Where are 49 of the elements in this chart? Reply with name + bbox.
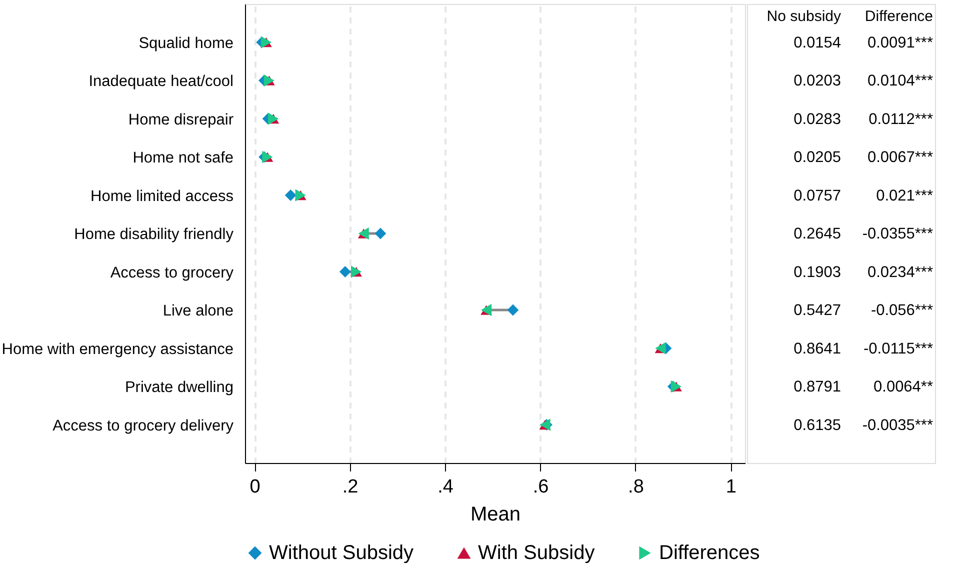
legend-label: Without Subsidy — [269, 542, 414, 564]
text: -0.0035*** — [862, 416, 933, 434]
point — [507, 304, 519, 316]
x-axis-title: Mean — [470, 504, 521, 526]
y-tick-label: Home disability friendly — [74, 226, 234, 243]
text: 0.0104*** — [867, 72, 933, 90]
y-tick-label: Live alone — [162, 302, 234, 320]
text: 0.0154 — [794, 34, 842, 52]
x-tick-label: .6 — [532, 476, 549, 498]
text: 0.1903 — [794, 264, 841, 281]
y-tick-label: Private dwelling — [124, 379, 234, 396]
text: 0.0064** — [874, 378, 933, 396]
text: 0.6135 — [794, 416, 841, 434]
y-tick-label: Squalid home — [138, 34, 234, 52]
legend-label: With Subsidy — [478, 542, 595, 564]
y-tick-label: Home limited access — [90, 188, 234, 205]
text: -0.0355*** — [862, 226, 933, 242]
text: 0.0203 — [794, 72, 841, 90]
y-tick-label: Home with emergency assistance — [2, 340, 234, 358]
y-tick-label: Home not safe — [132, 150, 234, 166]
point — [374, 228, 386, 240]
text: 0.021*** — [876, 187, 933, 204]
x-tick-label: .2 — [342, 476, 358, 498]
y-tick-label: Inadequate heat/cool — [88, 73, 234, 90]
text: 0.0205 — [794, 149, 841, 166]
text: 0.5427 — [794, 302, 841, 319]
text: Difference — [864, 8, 933, 25]
legend-label: Differences — [659, 542, 760, 564]
text: 0.0234*** — [867, 264, 933, 281]
y-tick-label: Access to grocery — [110, 264, 234, 282]
x-tick-label: 1 — [726, 476, 737, 498]
text: -0.0115*** — [863, 340, 933, 358]
text: 0.2645 — [794, 226, 841, 242]
text: 0.0112*** — [868, 110, 933, 128]
text: 0.0067*** — [867, 149, 933, 166]
text: 0.0757 — [794, 187, 841, 204]
point — [339, 266, 351, 278]
text: -0.056*** — [870, 302, 933, 319]
x-tick-label: 0 — [250, 476, 260, 498]
x-tick-label: .4 — [438, 476, 454, 498]
y-tick-label: Access to grocery delivery — [52, 417, 234, 434]
text: 0.8641 — [794, 340, 841, 358]
text: 0.0091*** — [867, 34, 933, 52]
text: No subsidy — [766, 8, 842, 25]
x-tick-label: .8 — [628, 476, 644, 498]
point — [284, 190, 296, 201]
text: 0.8791 — [794, 378, 841, 396]
y-tick-label: Home disrepair — [128, 111, 234, 128]
text: 0.0283 — [794, 110, 841, 128]
